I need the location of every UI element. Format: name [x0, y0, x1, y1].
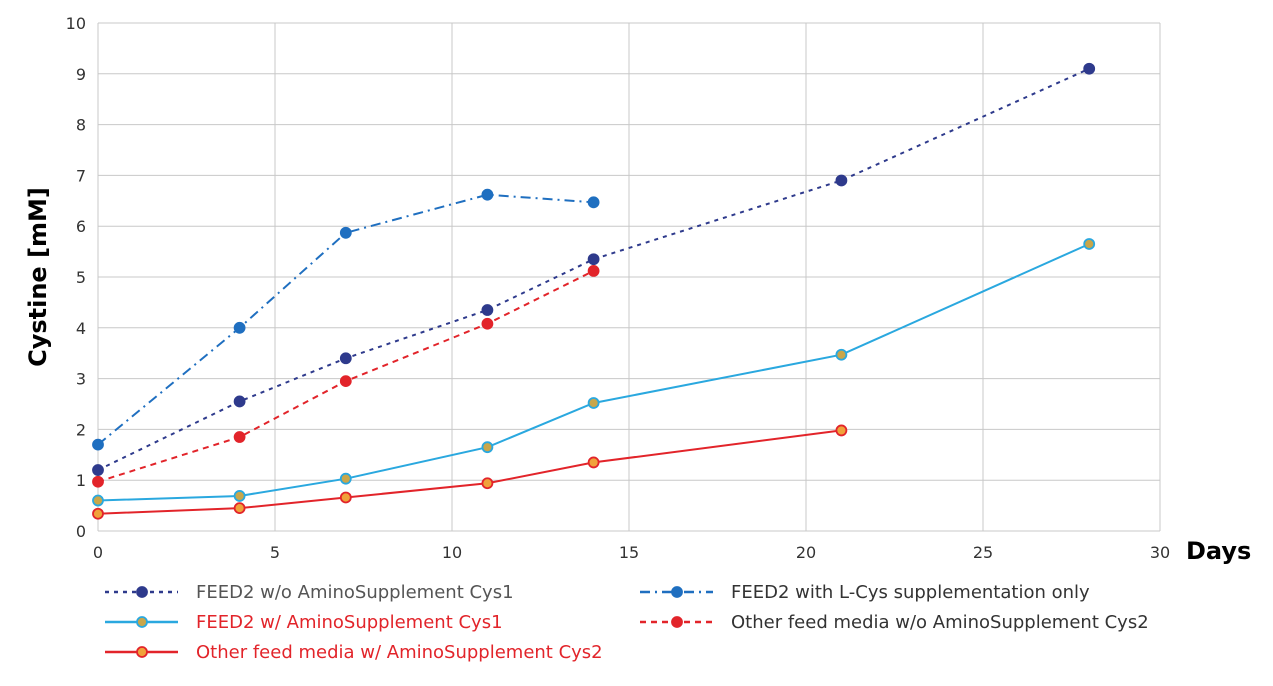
legend-label: Other feed media w/ AminoSupplement Cys2	[196, 642, 603, 663]
legend-item: FEED2 with L-Cys supplementation only	[640, 582, 1090, 603]
data-point	[233, 395, 246, 408]
data-point	[481, 304, 494, 316]
y-tick-label: 5	[76, 268, 86, 287]
legend-marker	[136, 646, 148, 658]
x-tick-label: 20	[796, 543, 816, 562]
y-tick-label: 8	[76, 116, 86, 135]
x-tick-label: 30	[1150, 543, 1170, 562]
data-point	[339, 352, 352, 365]
y-tick-labels: 0 1 2 3 4 5 6 7 8 9 10	[66, 14, 86, 541]
legend-label: FEED2 w/ AminoSupplement Cys1	[196, 612, 503, 633]
y-tick-label: 9	[76, 65, 86, 84]
legend-item: FEED2 w/o AminoSupplement Cys1	[105, 582, 514, 603]
legend-marker	[136, 586, 148, 598]
x-axis-title: Days	[1186, 537, 1251, 565]
data-point	[92, 464, 104, 476]
data-point	[835, 424, 848, 437]
data-point	[233, 431, 246, 443]
data-point	[587, 397, 600, 409]
data-point	[339, 226, 352, 239]
series-3	[92, 238, 1096, 507]
legend-label: FEED2 w/o AminoSupplement Cys1	[196, 582, 514, 603]
x-tick-label: 10	[442, 543, 462, 562]
data-point	[587, 265, 600, 277]
x-tick-label: 0	[93, 543, 103, 562]
data-point	[835, 174, 848, 187]
legend-marker	[136, 616, 148, 628]
data-point	[481, 477, 494, 490]
data-point	[835, 348, 848, 361]
data-point	[92, 438, 104, 451]
data-point	[339, 375, 352, 388]
series-4	[92, 265, 600, 488]
series-1	[92, 62, 1096, 476]
y-tick-label: 7	[76, 166, 86, 185]
data-point	[481, 317, 494, 330]
data-point	[1083, 62, 1096, 75]
data-point	[233, 490, 246, 502]
data-point	[339, 472, 352, 485]
legend: FEED2 w/o AminoSupplement Cys1 FEED2 with…	[105, 582, 1149, 663]
x-tick-label: 25	[973, 543, 993, 562]
y-tick-label: 0	[76, 522, 86, 541]
data-point	[92, 475, 104, 488]
y-tick-label: 1	[76, 471, 86, 490]
data-point	[92, 507, 104, 520]
data-point	[587, 196, 600, 209]
series-2	[92, 188, 600, 451]
data-point	[1083, 238, 1096, 250]
data-point	[92, 494, 104, 507]
x-tick-labels: 0 5 10 15 20 25 30	[93, 543, 1170, 562]
x-tick-label: 15	[619, 543, 639, 562]
series-5	[92, 424, 848, 520]
data-point	[587, 456, 600, 469]
data-point	[233, 321, 246, 334]
y-tick-label: 6	[76, 217, 86, 236]
legend-label: Other feed media w/o AminoSupplement Cys…	[731, 612, 1149, 633]
x-tick-label: 5	[270, 543, 280, 562]
legend-marker	[671, 586, 683, 598]
grid	[97, 22, 1161, 532]
y-tick-label: 10	[66, 14, 86, 33]
legend-label: FEED2 with L-Cys supplementation only	[731, 582, 1090, 603]
series-line	[97, 429, 842, 515]
y-tick-label: 4	[76, 319, 86, 338]
legend-item: Other feed media w/ AminoSupplement Cys2	[105, 642, 603, 663]
series-line	[97, 193, 594, 446]
y-tick-label: 3	[76, 370, 86, 389]
y-tick-label: 2	[76, 420, 86, 439]
series-layer	[92, 62, 1096, 520]
legend-marker	[671, 616, 683, 628]
legend-item: Other feed media w/o AminoSupplement Cys…	[640, 612, 1149, 633]
data-point	[339, 491, 352, 504]
legend-item: FEED2 w/ AminoSupplement Cys1	[105, 612, 503, 633]
data-point	[587, 253, 600, 266]
y-axis-title: Cystine [mM]	[24, 187, 52, 367]
data-point	[233, 502, 246, 515]
data-point	[481, 441, 494, 454]
data-point	[481, 188, 494, 201]
